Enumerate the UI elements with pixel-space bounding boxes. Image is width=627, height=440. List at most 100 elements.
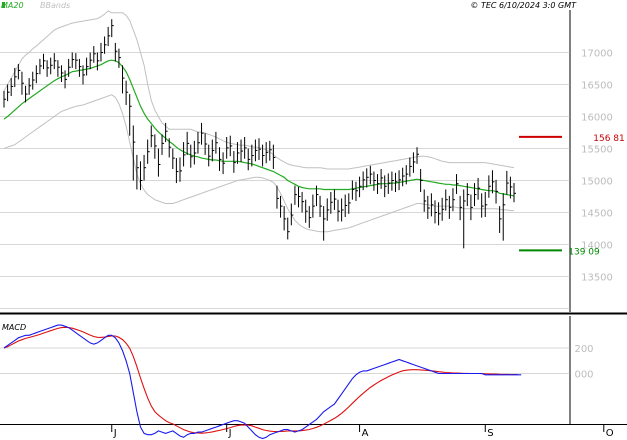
price-bar bbox=[165, 122, 168, 143]
price-y-axis: 17000 16500 16000 15500 15000 14500 14000 13500 bbox=[581, 49, 613, 284]
price-bar bbox=[82, 65, 86, 85]
price-bar bbox=[204, 133, 208, 155]
price-bar bbox=[10, 78, 14, 97]
price-y-tick-label: 14000 bbox=[581, 241, 613, 252]
bollinger-bands bbox=[3, 10, 515, 233]
macd-panel-title: MACD bbox=[2, 323, 26, 332]
price-bar bbox=[359, 176, 362, 198]
price-bar bbox=[183, 142, 186, 167]
price-bar bbox=[247, 148, 251, 171]
price-bar bbox=[348, 193, 351, 214]
price-bar bbox=[276, 185, 279, 209]
price-bar bbox=[215, 131, 218, 154]
price-y-tick-label: 13500 bbox=[581, 273, 613, 284]
price-bar bbox=[197, 131, 200, 154]
price-bar bbox=[287, 217, 290, 240]
price-bar bbox=[330, 192, 333, 214]
price-bar bbox=[21, 71, 24, 95]
price-bar bbox=[405, 165, 409, 185]
price-bar bbox=[344, 194, 348, 217]
x-tick-label: A bbox=[362, 428, 369, 439]
price-bar bbox=[416, 147, 420, 164]
price-bar bbox=[118, 48, 121, 68]
price-bar bbox=[301, 192, 305, 213]
macd-line bbox=[3, 324, 522, 440]
price-bar bbox=[60, 65, 64, 82]
price-y-tick-label: 15000 bbox=[581, 177, 613, 188]
price-bar bbox=[193, 140, 197, 165]
price-bar bbox=[283, 206, 287, 231]
x-tick-label: O bbox=[606, 428, 614, 439]
price-bar bbox=[43, 53, 46, 70]
price-bar bbox=[25, 85, 28, 103]
price-bar bbox=[305, 199, 308, 223]
price-bar bbox=[28, 78, 32, 95]
price-bar bbox=[93, 46, 96, 63]
x-tick-label: J bbox=[113, 428, 117, 439]
price-bar bbox=[157, 148, 161, 177]
price-bar bbox=[430, 193, 434, 217]
price-bar bbox=[100, 42, 103, 62]
price-bar bbox=[147, 139, 150, 164]
price-bar bbox=[35, 65, 39, 84]
macd-y-tick-label: 200 bbox=[574, 344, 593, 355]
price-y-tick-label: 17000 bbox=[581, 49, 613, 60]
price-bar bbox=[150, 125, 154, 148]
price-bar bbox=[351, 180, 355, 200]
price-bar bbox=[488, 175, 491, 198]
price-bar bbox=[427, 195, 430, 219]
ma20-legend-label: MA20 bbox=[1, 1, 24, 10]
price-bar bbox=[402, 167, 405, 187]
price-bar bbox=[398, 170, 402, 191]
price-bar bbox=[491, 170, 495, 194]
price-bar bbox=[111, 19, 114, 38]
price-bar bbox=[7, 84, 10, 102]
price-bar bbox=[337, 199, 341, 222]
price-bar bbox=[445, 189, 448, 211]
price-bar bbox=[272, 144, 276, 169]
price-bar bbox=[136, 154, 139, 190]
price-bar bbox=[477, 177, 481, 200]
price-bar bbox=[502, 193, 506, 241]
price-bar bbox=[434, 200, 437, 224]
price-bar bbox=[499, 206, 502, 233]
price-bar bbox=[394, 172, 398, 193]
support-resistance: 156 81 139 09 bbox=[519, 134, 625, 257]
price-bar bbox=[294, 185, 297, 205]
price-bar bbox=[380, 168, 384, 189]
price-bar bbox=[125, 80, 129, 105]
ma20-line bbox=[3, 59, 515, 197]
price-bar bbox=[211, 139, 215, 162]
price-bar bbox=[333, 189, 337, 210]
price-y-tick-label: 16000 bbox=[581, 113, 613, 124]
price-bar bbox=[387, 173, 391, 194]
price-bar bbox=[53, 53, 57, 70]
price-bar bbox=[456, 174, 459, 194]
price-bar bbox=[46, 60, 50, 77]
price-bar bbox=[122, 65, 125, 94]
price-bar bbox=[114, 42, 118, 62]
price-bar bbox=[513, 183, 516, 203]
price-bar bbox=[441, 197, 445, 221]
price-bar bbox=[64, 70, 68, 89]
price-bar bbox=[262, 144, 265, 167]
price-bar bbox=[366, 168, 369, 188]
price-bar bbox=[236, 142, 240, 164]
price-bar bbox=[107, 26, 111, 47]
price-bar bbox=[258, 138, 261, 161]
price-bar bbox=[463, 189, 466, 249]
price-bar bbox=[14, 67, 17, 88]
price-bar bbox=[341, 198, 344, 222]
price-bar bbox=[384, 175, 387, 198]
price-bar bbox=[175, 158, 179, 184]
price-bar bbox=[280, 195, 283, 218]
price-bar bbox=[240, 139, 244, 162]
price-bar bbox=[139, 161, 143, 191]
price-bar bbox=[438, 202, 441, 226]
price-bar bbox=[78, 58, 82, 77]
price-bar bbox=[190, 144, 193, 168]
price-bar bbox=[233, 151, 236, 173]
price-bar bbox=[226, 136, 229, 159]
price-bar bbox=[323, 206, 326, 241]
price-bar bbox=[495, 179, 499, 204]
